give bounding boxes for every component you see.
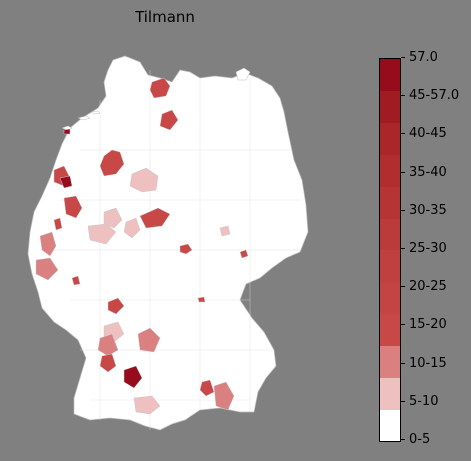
colorbar-tick-label: 40-45 — [401, 126, 447, 141]
regensburg-region — [239, 249, 249, 259]
karlsruhe-region — [97, 333, 119, 357]
colorbar-tick-label: 30-35 — [401, 203, 447, 218]
hannover-region — [129, 167, 159, 193]
bodensee-region — [133, 395, 161, 415]
colorbar-segment — [380, 90, 400, 124]
colorbar-segment — [380, 154, 400, 187]
erfurt-region — [179, 243, 193, 255]
colorbar-segment — [380, 377, 400, 410]
paderborn-region — [103, 207, 123, 229]
colorbar-tick-label: 25-30 — [401, 241, 447, 256]
trier-region — [71, 275, 81, 286]
colorbar-tick-label: 35-40 — [401, 165, 447, 180]
goettingen-region — [139, 207, 171, 229]
colorbar-tick-label: 10-15 — [401, 356, 447, 371]
nuernberg-region — [59, 175, 73, 189]
colorbar-segment — [380, 122, 400, 155]
colorbar-tick-label: 57.0 — [401, 50, 438, 65]
muenchen-region — [213, 381, 235, 411]
colorbar-segment — [380, 250, 400, 283]
freiburg-region — [99, 353, 117, 373]
colorbar-tick-label: 5-10 — [401, 394, 439, 409]
colorbar-segment — [380, 409, 400, 442]
heilbronn-region — [137, 327, 161, 353]
colorbar-segment — [380, 313, 400, 346]
luebeck-region — [159, 109, 179, 131]
stuttgart-region — [123, 365, 143, 389]
colorbar-tick-label: 15-20 — [401, 317, 447, 332]
colorbar-segment — [380, 186, 400, 219]
bonn-region — [123, 217, 141, 239]
rosenheim-region — [199, 379, 215, 397]
colorbar-tick-label: 0-5 — [401, 432, 430, 447]
frankfurt-region — [107, 297, 125, 315]
cologne-region — [35, 257, 59, 281]
aachen-region — [39, 231, 57, 257]
colorbar-segment — [380, 345, 400, 378]
colorbar-segment — [380, 59, 400, 92]
chemnitz-region — [219, 225, 231, 237]
kiel-region — [149, 77, 171, 99]
ruhr-region — [53, 217, 63, 231]
baltic-island — [235, 67, 251, 81]
map-title: Tilmann — [135, 8, 195, 26]
colorbar-tick-label: 45-57.0 — [401, 88, 459, 103]
kassel-region — [87, 223, 117, 245]
colorbar-segment — [380, 281, 400, 315]
colorbar-tick-label: 20-25 — [401, 279, 447, 294]
emden-region — [63, 128, 71, 135]
district-lines — [40, 70, 300, 430]
frisian-islands — [61, 110, 101, 131]
wuerzburg-region — [197, 296, 206, 303]
colorbar-segment — [380, 218, 400, 251]
osnabrueck-region — [99, 149, 125, 177]
colorbar — [379, 58, 401, 442]
muenster-region — [63, 195, 83, 219]
